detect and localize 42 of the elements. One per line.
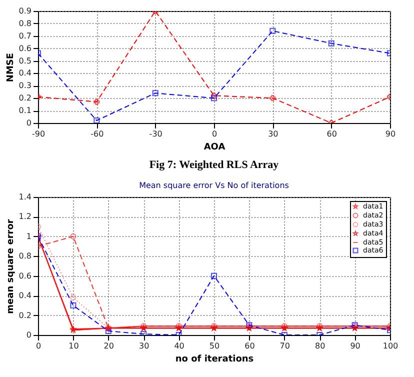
x-tick-label: 50 bbox=[209, 342, 220, 350]
y-tick-label: 1.4 bbox=[18, 192, 32, 202]
x-tick-label: 30 bbox=[268, 130, 278, 138]
y-tick-label: 0.2 bbox=[18, 94, 32, 103]
y-axis-title: mean square error bbox=[6, 218, 16, 314]
y-tick-label: 0.7 bbox=[18, 31, 32, 40]
y-tick-label: 0.2 bbox=[18, 310, 32, 320]
chart-title: Mean square error Vs No of iterations bbox=[139, 181, 289, 190]
x-tick-label: 40 bbox=[174, 342, 184, 350]
x-tick-label: -30 bbox=[149, 130, 162, 138]
y-tick-label: 0.6 bbox=[18, 271, 32, 280]
x-tick-label: 30 bbox=[139, 342, 150, 350]
y-tick-label: 1 bbox=[26, 232, 32, 241]
x-tick-label: 60 bbox=[326, 130, 337, 138]
x-tick-label: 90 bbox=[350, 342, 360, 350]
x-axis-title: no of iterations bbox=[175, 354, 254, 364]
y-tick-label: 0.5 bbox=[18, 56, 32, 66]
y-tick-label: 0.6 bbox=[18, 44, 32, 53]
x-tick-label: 0 bbox=[212, 130, 218, 138]
y-tick-label: 0 bbox=[26, 118, 32, 128]
y-tick-label: 0.4 bbox=[18, 68, 32, 78]
y-tick-label: 0 bbox=[26, 330, 32, 340]
x-tick-label: 90 bbox=[385, 130, 396, 138]
x-tick-label: 60 bbox=[244, 342, 255, 350]
x-tick-label: 0 bbox=[36, 342, 42, 350]
y-tick-label: 1.2 bbox=[18, 212, 32, 222]
y-tick-label: 0.4 bbox=[18, 291, 32, 300]
x-axis-title: AOA bbox=[204, 142, 226, 152]
x-tick-label: -60 bbox=[90, 130, 104, 138]
caption: Fig 7: Weighted RLS Array bbox=[149, 159, 280, 171]
y-tick-label: 0.1 bbox=[18, 106, 32, 116]
y-tick-label: 0.9 bbox=[18, 6, 32, 16]
x-tick-label: -90 bbox=[32, 130, 46, 138]
x-tick-label: 70 bbox=[280, 342, 290, 350]
y-axis-title: NMSE bbox=[6, 52, 16, 82]
y-tick-label: 0.3 bbox=[18, 81, 32, 90]
x-tick-label: 100 bbox=[382, 342, 398, 350]
x-tick-label: 10 bbox=[68, 342, 79, 350]
x-tick-label: 20 bbox=[104, 342, 114, 350]
x-tick-label: 80 bbox=[315, 342, 326, 350]
y-tick-label: 0.8 bbox=[18, 18, 32, 28]
y-tick-label: 0.8 bbox=[18, 252, 32, 261]
